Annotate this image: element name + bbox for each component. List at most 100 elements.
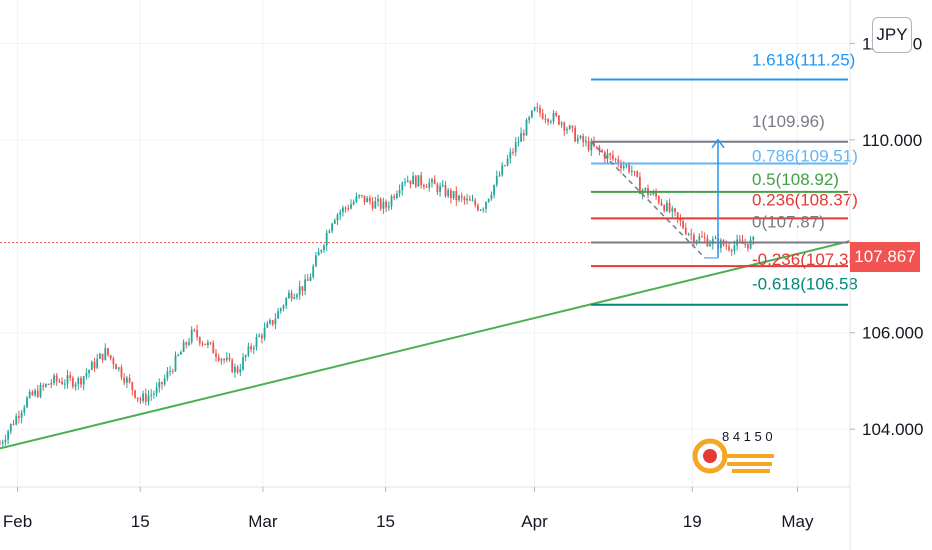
candle	[520, 127, 522, 142]
x-tick-label: 15	[131, 512, 150, 531]
currency-badge[interactable]: JPY	[872, 17, 912, 53]
candle-body	[709, 244, 711, 247]
candle	[371, 197, 374, 211]
candle-body	[549, 121, 552, 123]
candle	[342, 205, 344, 217]
candle-body	[482, 208, 485, 210]
candle-body	[512, 151, 514, 153]
candle-body	[663, 205, 666, 212]
candle-body	[169, 370, 171, 372]
candle	[31, 389, 34, 397]
trendline[interactable]	[0, 240, 851, 450]
candle-body	[477, 205, 479, 211]
candle-body	[671, 208, 674, 212]
candle	[387, 201, 390, 211]
candle-body	[47, 383, 50, 385]
candle	[39, 382, 42, 399]
candle	[228, 352, 231, 362]
fib-level-label: -0.618(106.58	[752, 275, 858, 294]
candle-body	[447, 190, 450, 197]
candle	[423, 183, 425, 190]
candle-body	[163, 378, 166, 385]
candle	[198, 336, 201, 347]
candle	[204, 343, 207, 346]
candle	[55, 372, 58, 386]
candle	[320, 249, 323, 254]
candle-body	[379, 198, 382, 209]
candle-body	[204, 343, 207, 345]
candle	[571, 125, 574, 133]
candle-body	[485, 201, 487, 209]
candle-body	[266, 323, 269, 328]
candle-body	[547, 119, 549, 122]
candle-body	[639, 176, 641, 195]
candle	[236, 364, 239, 375]
candle-body	[738, 239, 741, 241]
candle	[279, 307, 282, 314]
candle-body	[582, 135, 585, 143]
candle	[401, 181, 404, 196]
candle	[441, 179, 444, 188]
candle	[215, 349, 217, 362]
candle	[590, 138, 593, 156]
candle	[61, 377, 63, 385]
candle-body	[703, 237, 706, 239]
candle-body	[452, 191, 455, 199]
candle-body	[31, 391, 34, 396]
candle	[682, 218, 684, 230]
candle-body	[128, 377, 131, 383]
candle-body	[277, 311, 279, 319]
candle	[636, 170, 639, 178]
candle-body	[309, 277, 312, 281]
fibonacci-extension[interactable]: 1.618(111.25) 1(109.96) 0.786(109.51) 0.5(1…	[590, 51, 858, 306]
candle	[374, 196, 377, 209]
candle-body	[612, 155, 614, 159]
candle-body	[720, 240, 722, 249]
candle	[339, 209, 342, 220]
candle-body	[501, 165, 504, 176]
candle-body	[58, 380, 61, 382]
candle-body	[506, 158, 509, 166]
candle-body	[269, 320, 271, 324]
candle-body	[69, 375, 72, 378]
candle	[730, 248, 733, 257]
candle-body	[104, 348, 107, 360]
fib-level-label: 0(107.87)	[752, 213, 825, 232]
candle	[439, 182, 441, 197]
candle	[595, 146, 598, 149]
candle	[296, 293, 298, 300]
x-tick-label: 19	[683, 512, 702, 531]
candle	[153, 390, 155, 399]
candle-body	[0, 443, 1, 445]
candle-body	[244, 355, 247, 358]
candle-body	[387, 205, 390, 208]
candle-body	[207, 342, 209, 345]
candle-body	[209, 342, 212, 344]
candle-body	[247, 346, 250, 356]
candle	[104, 343, 107, 361]
candle-body	[279, 308, 282, 312]
candle	[107, 347, 109, 357]
candle-body	[463, 197, 466, 201]
fib-level-label: 0.5(108.92)	[752, 170, 839, 189]
candle-body	[282, 305, 285, 309]
time-axis[interactable]: Feb 15 Mar 15 Apr 19 May	[0, 486, 850, 531]
candle	[134, 389, 136, 399]
candle-body	[301, 286, 304, 291]
candle-body	[288, 292, 290, 299]
candle-body	[412, 175, 414, 185]
candle-body	[80, 378, 82, 385]
candle	[495, 170, 498, 188]
candle	[487, 198, 490, 203]
candle	[425, 183, 428, 188]
candle	[158, 378, 161, 393]
candle-body	[617, 159, 620, 165]
candle	[504, 164, 506, 167]
watermark-logo: 8 4 1 5 0	[692, 429, 774, 474]
candle	[385, 199, 387, 213]
candle	[444, 181, 447, 198]
candle	[398, 184, 401, 198]
candle	[182, 339, 185, 353]
